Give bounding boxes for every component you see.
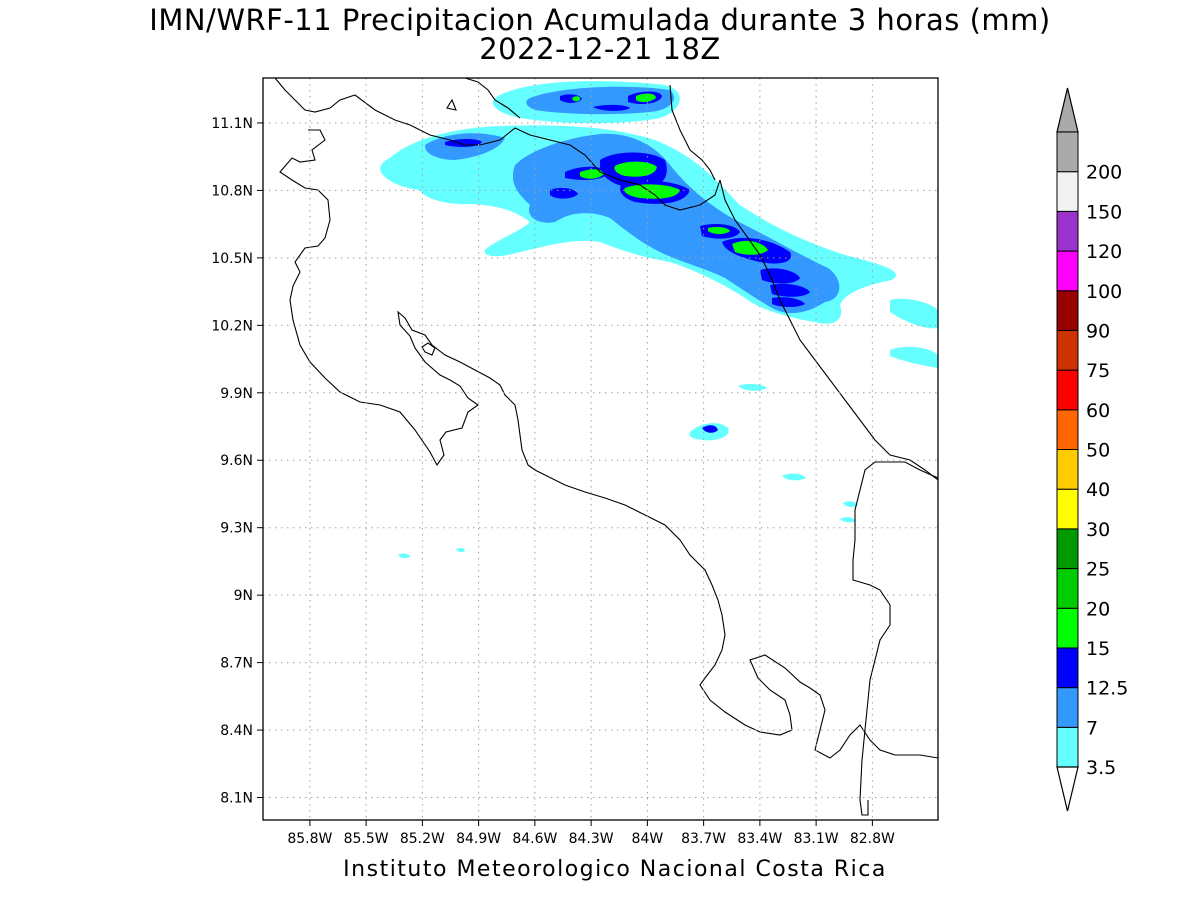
coastline-nicoya-gulf bbox=[279, 129, 938, 759]
lat-tick-label: 10.2N bbox=[211, 318, 253, 334]
precipitation-fields bbox=[380, 81, 938, 559]
lon-tick-label: 85.5W bbox=[344, 831, 389, 847]
colorbar-swatch bbox=[1056, 171, 1079, 212]
colorbar-level-label: 40 bbox=[1086, 479, 1110, 501]
lat-tick-label: 8.7N bbox=[220, 656, 253, 672]
latitude-labels: 11.1N 10.8N 10.5N 10.2N 9.9N 9.6N 9.3N 9N 8.7N 8.… bbox=[211, 116, 253, 807]
lon-tick-label: 85.8W bbox=[287, 831, 332, 847]
colorbar-swatch bbox=[1056, 409, 1079, 450]
lon-tick-label: 85.2W bbox=[400, 831, 445, 847]
lat-tick-label: 10.5N bbox=[211, 251, 253, 267]
border-nicaragua bbox=[274, 78, 721, 211]
colorbar-level-label: 200 bbox=[1086, 162, 1122, 184]
lat-tick-label: 8.4N bbox=[220, 723, 253, 739]
axis-ticks bbox=[257, 122, 873, 826]
colorbar-swatch bbox=[1056, 726, 1079, 768]
precip-level-12-5 bbox=[445, 91, 810, 433]
colorbar-swatch bbox=[1056, 528, 1079, 570]
colorbar-swatch bbox=[1056, 449, 1079, 490]
lon-tick-label: 84.3W bbox=[569, 831, 614, 847]
map-frame bbox=[262, 77, 939, 821]
precip-level-15 bbox=[572, 93, 768, 255]
colorbar-level-label: 100 bbox=[1086, 281, 1122, 303]
colorbar-swatch bbox=[1056, 647, 1079, 689]
colorbar-swatch bbox=[1056, 290, 1079, 331]
lon-tick-label: 82.8W bbox=[850, 831, 895, 847]
lat-tick-label: 9N bbox=[234, 588, 253, 604]
lon-tick-label: 84.9W bbox=[456, 831, 501, 847]
colorbar-swatch bbox=[1056, 210, 1079, 252]
colorbar-level-label: 12.5 bbox=[1086, 678, 1128, 700]
lat-tick-label: 10.8N bbox=[211, 183, 253, 199]
colorbar-swatch bbox=[1056, 329, 1079, 371]
colorbar-level-label: 20 bbox=[1086, 598, 1110, 620]
lon-tick-label: 83.7W bbox=[681, 831, 726, 847]
colorbar-swatch bbox=[1056, 687, 1079, 728]
lon-tick-label: 84.6W bbox=[512, 831, 557, 847]
lat-tick-label: 11.1N bbox=[211, 116, 253, 132]
lake-nicaragua-shore bbox=[464, 78, 521, 119]
longitude-labels: 85.8W 85.5W 85.2W 84.9W 84.6W 84.3W 84W 83.7W 83… bbox=[287, 831, 895, 847]
coastline-nicoya-island bbox=[421, 342, 436, 356]
colorbar-level-label: 50 bbox=[1086, 440, 1110, 462]
lat-tick-label: 9.3N bbox=[220, 521, 253, 537]
colorbar-level-label: 25 bbox=[1086, 559, 1110, 581]
lon-tick-label: 83.4W bbox=[737, 831, 782, 847]
map-title: IMN/WRF-11 Precipitacion Acumulada duran… bbox=[149, 3, 1051, 37]
coastline-north-islet bbox=[446, 98, 457, 111]
lat-tick-label: 8.1N bbox=[220, 791, 253, 807]
colorbar-level-label: 3.5 bbox=[1086, 757, 1116, 779]
lon-tick-label: 84W bbox=[632, 831, 664, 847]
coastlines-and-borders bbox=[274, 78, 938, 816]
lat-tick-label: 9.6N bbox=[220, 453, 253, 469]
colorbar-under-triangle bbox=[1056, 766, 1079, 812]
colorbar-swatch bbox=[1056, 369, 1079, 411]
colorbar-level-label: 150 bbox=[1086, 201, 1122, 223]
border-panama bbox=[852, 461, 938, 816]
colorbar-level-label: 90 bbox=[1086, 320, 1110, 342]
colorbar-swatch bbox=[1056, 131, 1079, 173]
colorbar-over-triangle bbox=[1056, 87, 1079, 133]
colorbar-level-label: 30 bbox=[1086, 519, 1110, 541]
map-plot-area bbox=[262, 77, 939, 821]
colorbar-level-label: 60 bbox=[1086, 400, 1110, 422]
lat-tick-label: 9.9N bbox=[220, 386, 253, 402]
coastline-caribbean bbox=[719, 179, 938, 481]
colorbar-swatch bbox=[1056, 488, 1079, 530]
colorbar-swatch bbox=[1056, 250, 1079, 292]
rio-san-juan bbox=[669, 84, 716, 181]
colorbar-swatch bbox=[1056, 568, 1079, 609]
footer-credit: Instituto Meteorologico Nacional Costa R… bbox=[343, 857, 887, 882]
colorbar-level-label: 7 bbox=[1086, 717, 1098, 739]
colorbar-swatch bbox=[1056, 607, 1079, 649]
lon-tick-label: 83.1W bbox=[794, 831, 839, 847]
colorbar-level-label: 75 bbox=[1086, 360, 1110, 382]
map-subtitle: 2022-12-21 18Z bbox=[479, 32, 721, 66]
colorbar-level-label: 120 bbox=[1086, 241, 1122, 263]
colorbar: 3.5 7 12.5 15 20 25 30 40 50 60 75 90 100 120 150 200 bbox=[1056, 87, 1128, 812]
map-grid bbox=[263, 78, 938, 820]
colorbar-level-label: 15 bbox=[1086, 638, 1110, 660]
